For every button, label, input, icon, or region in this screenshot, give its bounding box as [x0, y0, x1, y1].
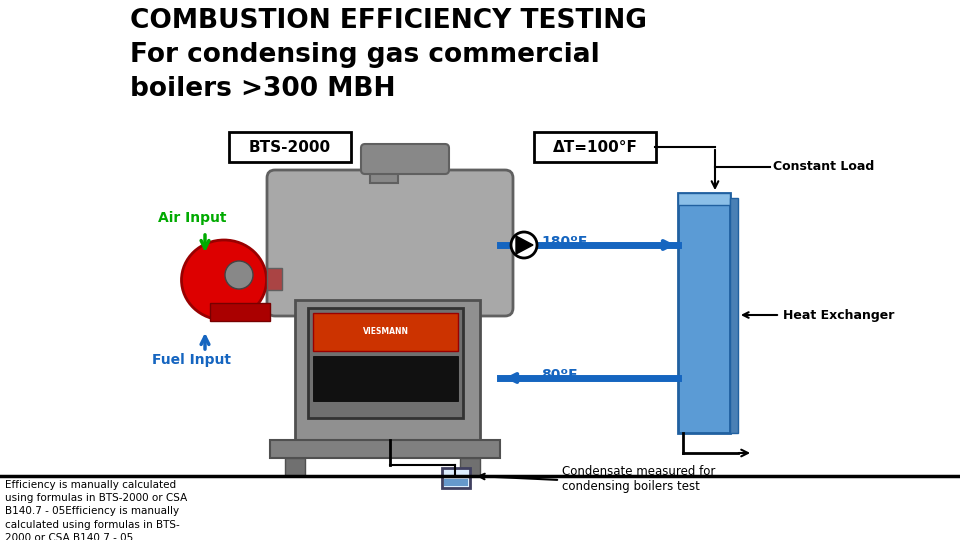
Text: Constant Load: Constant Load [773, 160, 875, 173]
Text: COMBUSTION EFFICIENCY TESTING: COMBUSTION EFFICIENCY TESTING [130, 8, 647, 34]
Bar [308, 308, 463, 418]
Bar [730, 198, 738, 433]
Text: For condensing gas commercial: For condensing gas commercial [130, 42, 600, 68]
Circle shape [511, 232, 537, 258]
FancyBboxPatch shape [534, 132, 656, 162]
Bar [678, 193, 730, 433]
Bar [210, 303, 270, 321]
FancyBboxPatch shape [361, 144, 449, 174]
Text: Heat Exchanger: Heat Exchanger [783, 308, 895, 321]
Circle shape [225, 261, 253, 289]
Text: boilers >300 MBH: boilers >300 MBH [130, 76, 396, 102]
Bar [313, 356, 458, 401]
Bar [267, 268, 282, 290]
Text: VIESMANN: VIESMANN [363, 327, 409, 336]
Bar [444, 479, 468, 486]
Text: Efficiency is manually calculated
using formulas in BTS-2000 or CSA
B140.7 - 05E: Efficiency is manually calculated using … [5, 480, 187, 540]
Ellipse shape [181, 240, 267, 320]
Bar [313, 313, 458, 351]
Bar [285, 458, 305, 476]
Text: 180ºF: 180ºF [541, 235, 588, 249]
Bar [370, 155, 398, 183]
Text: 80ºF: 80ºF [541, 368, 578, 382]
Polygon shape [516, 236, 533, 254]
Bar [678, 193, 730, 205]
Text: Condensate measured for
condensing boilers test: Condensate measured for condensing boile… [562, 465, 715, 493]
Bar [295, 300, 480, 440]
Text: Air Input: Air Input [157, 211, 227, 225]
FancyBboxPatch shape [267, 170, 513, 316]
Bar [442, 468, 470, 488]
FancyBboxPatch shape [229, 132, 351, 162]
Bar [270, 440, 500, 458]
Text: BTS-2000: BTS-2000 [249, 139, 331, 154]
Text: Fuel Input: Fuel Input [153, 353, 231, 367]
Text: ΔT=100°F: ΔT=100°F [553, 139, 637, 154]
Bar [460, 458, 480, 476]
